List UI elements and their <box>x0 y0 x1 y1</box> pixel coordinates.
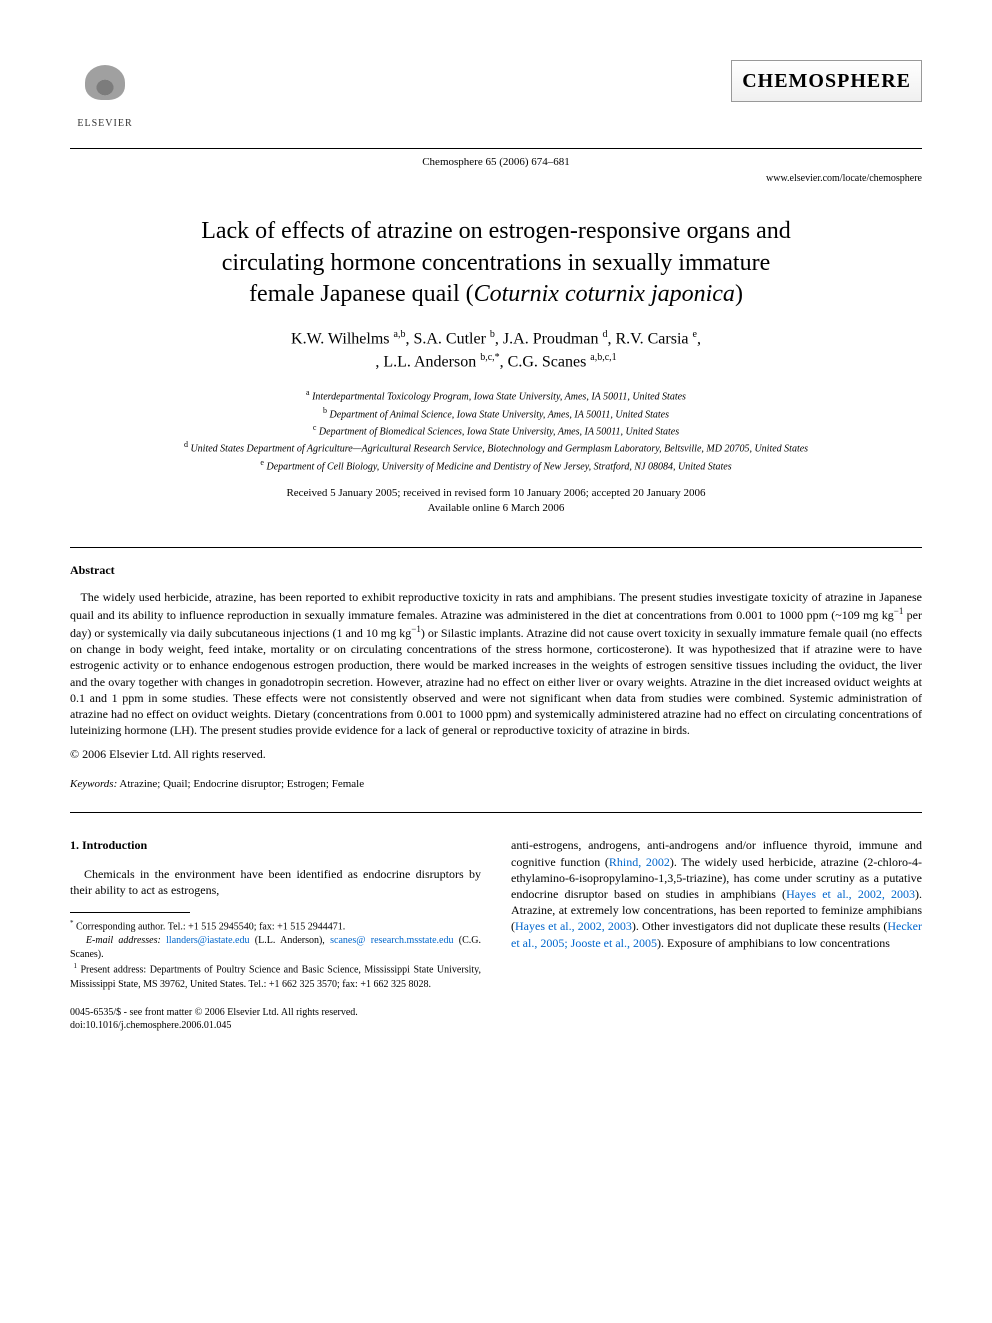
dates-block: Received 5 January 2005; received in rev… <box>70 486 922 517</box>
col2-p4: ). Other investigators did not duplicate… <box>632 919 887 933</box>
keywords-text: Atrazine; Quail; Endocrine disruptor; Es… <box>117 778 364 790</box>
author-sep: , <box>697 330 701 347</box>
title-line1: Lack of effects of atrazine on estrogen-… <box>201 218 791 244</box>
aff-c-sup: c <box>313 423 317 432</box>
email-label: E-mail addresses: <box>86 935 161 946</box>
abstract-heading: Abstract <box>70 562 922 579</box>
aff-b: Department of Animal Science, Iowa State… <box>330 409 669 420</box>
intro-heading: 1. Introduction <box>70 837 481 853</box>
footnote-separator <box>70 912 190 913</box>
abstract-rule-top <box>70 547 922 548</box>
received-date: Received 5 January 2005; received in rev… <box>286 487 705 499</box>
abstract-sup1: −1 <box>894 606 904 616</box>
intro-col1-text: Chemicals in the environment have been i… <box>70 866 481 898</box>
author-4: , R.V. Carsia <box>607 330 692 347</box>
email-2[interactable]: scanes@ research.msstate.edu <box>330 935 453 946</box>
elsevier-logo: ELSEVIER <box>70 60 140 140</box>
author-6-aff: a,b,c,1 <box>590 352 616 363</box>
email-1[interactable]: llanders@iastate.edu <box>166 935 249 946</box>
article-title: Lack of effects of atrazine on estrogen-… <box>110 216 882 310</box>
cite-hayes-1[interactable]: Hayes et al., 2002, 2003 <box>786 887 915 901</box>
corr-text: Corresponding author. Tel.: +1 515 29455… <box>74 921 346 932</box>
column-left: 1. Introduction Chemicals in the environ… <box>70 837 481 1031</box>
intro-col2: anti-estrogens, androgens, anti-androgen… <box>511 837 922 950</box>
journal-name: CHEMOSPHERE <box>731 60 922 102</box>
body-columns: 1. Introduction Chemicals in the environ… <box>70 837 922 1031</box>
aff-a: Interdepartmental Toxicology Program, Io… <box>312 392 686 403</box>
aff-e-sup: e <box>260 458 264 467</box>
author-3: , J.A. Proudman <box>495 330 603 347</box>
cite-rhind[interactable]: Rhind, 2002 <box>609 855 670 869</box>
author-1: K.W. Wilhelms <box>291 330 393 347</box>
aff-c: Department of Biomedical Sciences, Iowa … <box>319 426 679 437</box>
author-5: , L.L. Anderson <box>375 353 480 370</box>
citation: Chemosphere 65 (2006) 674–681 <box>70 155 922 170</box>
doi-line1: 0045-6535/$ - see front matter © 2006 El… <box>70 1007 358 1018</box>
header-row: ELSEVIER CHEMOSPHERE <box>70 60 922 140</box>
aff-e: Department of Cell Biology, University o… <box>266 461 731 472</box>
abstract-rule-bottom <box>70 812 922 813</box>
aff-d: United States Department of Agriculture—… <box>190 444 808 455</box>
title-line3-prefix: female Japanese quail ( <box>249 281 474 307</box>
present-text: Present address: Departments of Poultry … <box>70 965 481 990</box>
column-right: anti-estrogens, androgens, anti-androgen… <box>511 837 922 1031</box>
author-2: , S.A. Cutler <box>405 330 489 347</box>
doi-line2: doi:10.1016/j.chemosphere.2006.01.045 <box>70 1020 231 1031</box>
author-6: , C.G. Scanes <box>500 353 591 370</box>
title-line3-suffix: ) <box>735 281 743 307</box>
author-1-aff: a,b <box>394 329 406 340</box>
abstract-body: The widely used herbicide, atrazine, has… <box>70 589 922 739</box>
publisher-name: ELSEVIER <box>77 117 132 131</box>
abstract-p3: ) or Silastic implants. Atrazine did not… <box>70 626 922 737</box>
author-5-aff: b,c,* <box>480 352 499 363</box>
header-rule <box>70 148 922 149</box>
col2-p5: ). Exposure of amphibians to low concent… <box>657 936 890 950</box>
authors-block: K.W. Wilhelms a,b, S.A. Cutler b, J.A. P… <box>70 328 922 373</box>
affiliations-block: a Interdepartmental Toxicology Program, … <box>70 387 922 474</box>
abstract-sup2: −1 <box>411 624 421 634</box>
doi-block: 0045-6535/$ - see front matter © 2006 El… <box>70 1006 481 1032</box>
journal-url: www.elsevier.com/locate/chemosphere <box>70 172 922 186</box>
cite-hayes-2[interactable]: Hayes et al., 2002, 2003 <box>515 919 632 933</box>
aff-a-sup: a <box>306 388 310 397</box>
title-species: Coturnix coturnix japonica <box>474 281 735 307</box>
keywords-label: Keywords: <box>70 778 117 790</box>
copyright: © 2006 Elsevier Ltd. All rights reserved… <box>70 746 922 763</box>
journal-logo-block: CHEMOSPHERE <box>731 60 922 102</box>
elsevier-tree-icon <box>75 60 135 115</box>
online-date: Available online 6 March 2006 <box>428 502 565 514</box>
footnotes-block: * Corresponding author. Tel.: +1 515 294… <box>70 919 481 992</box>
title-line2: circulating hormone concentrations in se… <box>222 250 771 276</box>
keywords-block: Keywords: Atrazine; Quail; Endocrine dis… <box>70 777 922 792</box>
email-1-who: (L.L. Anderson), <box>250 935 331 946</box>
aff-b-sup: b <box>323 406 327 415</box>
aff-d-sup: d <box>184 440 188 449</box>
abstract-p1: The widely used herbicide, atrazine, has… <box>70 590 922 622</box>
